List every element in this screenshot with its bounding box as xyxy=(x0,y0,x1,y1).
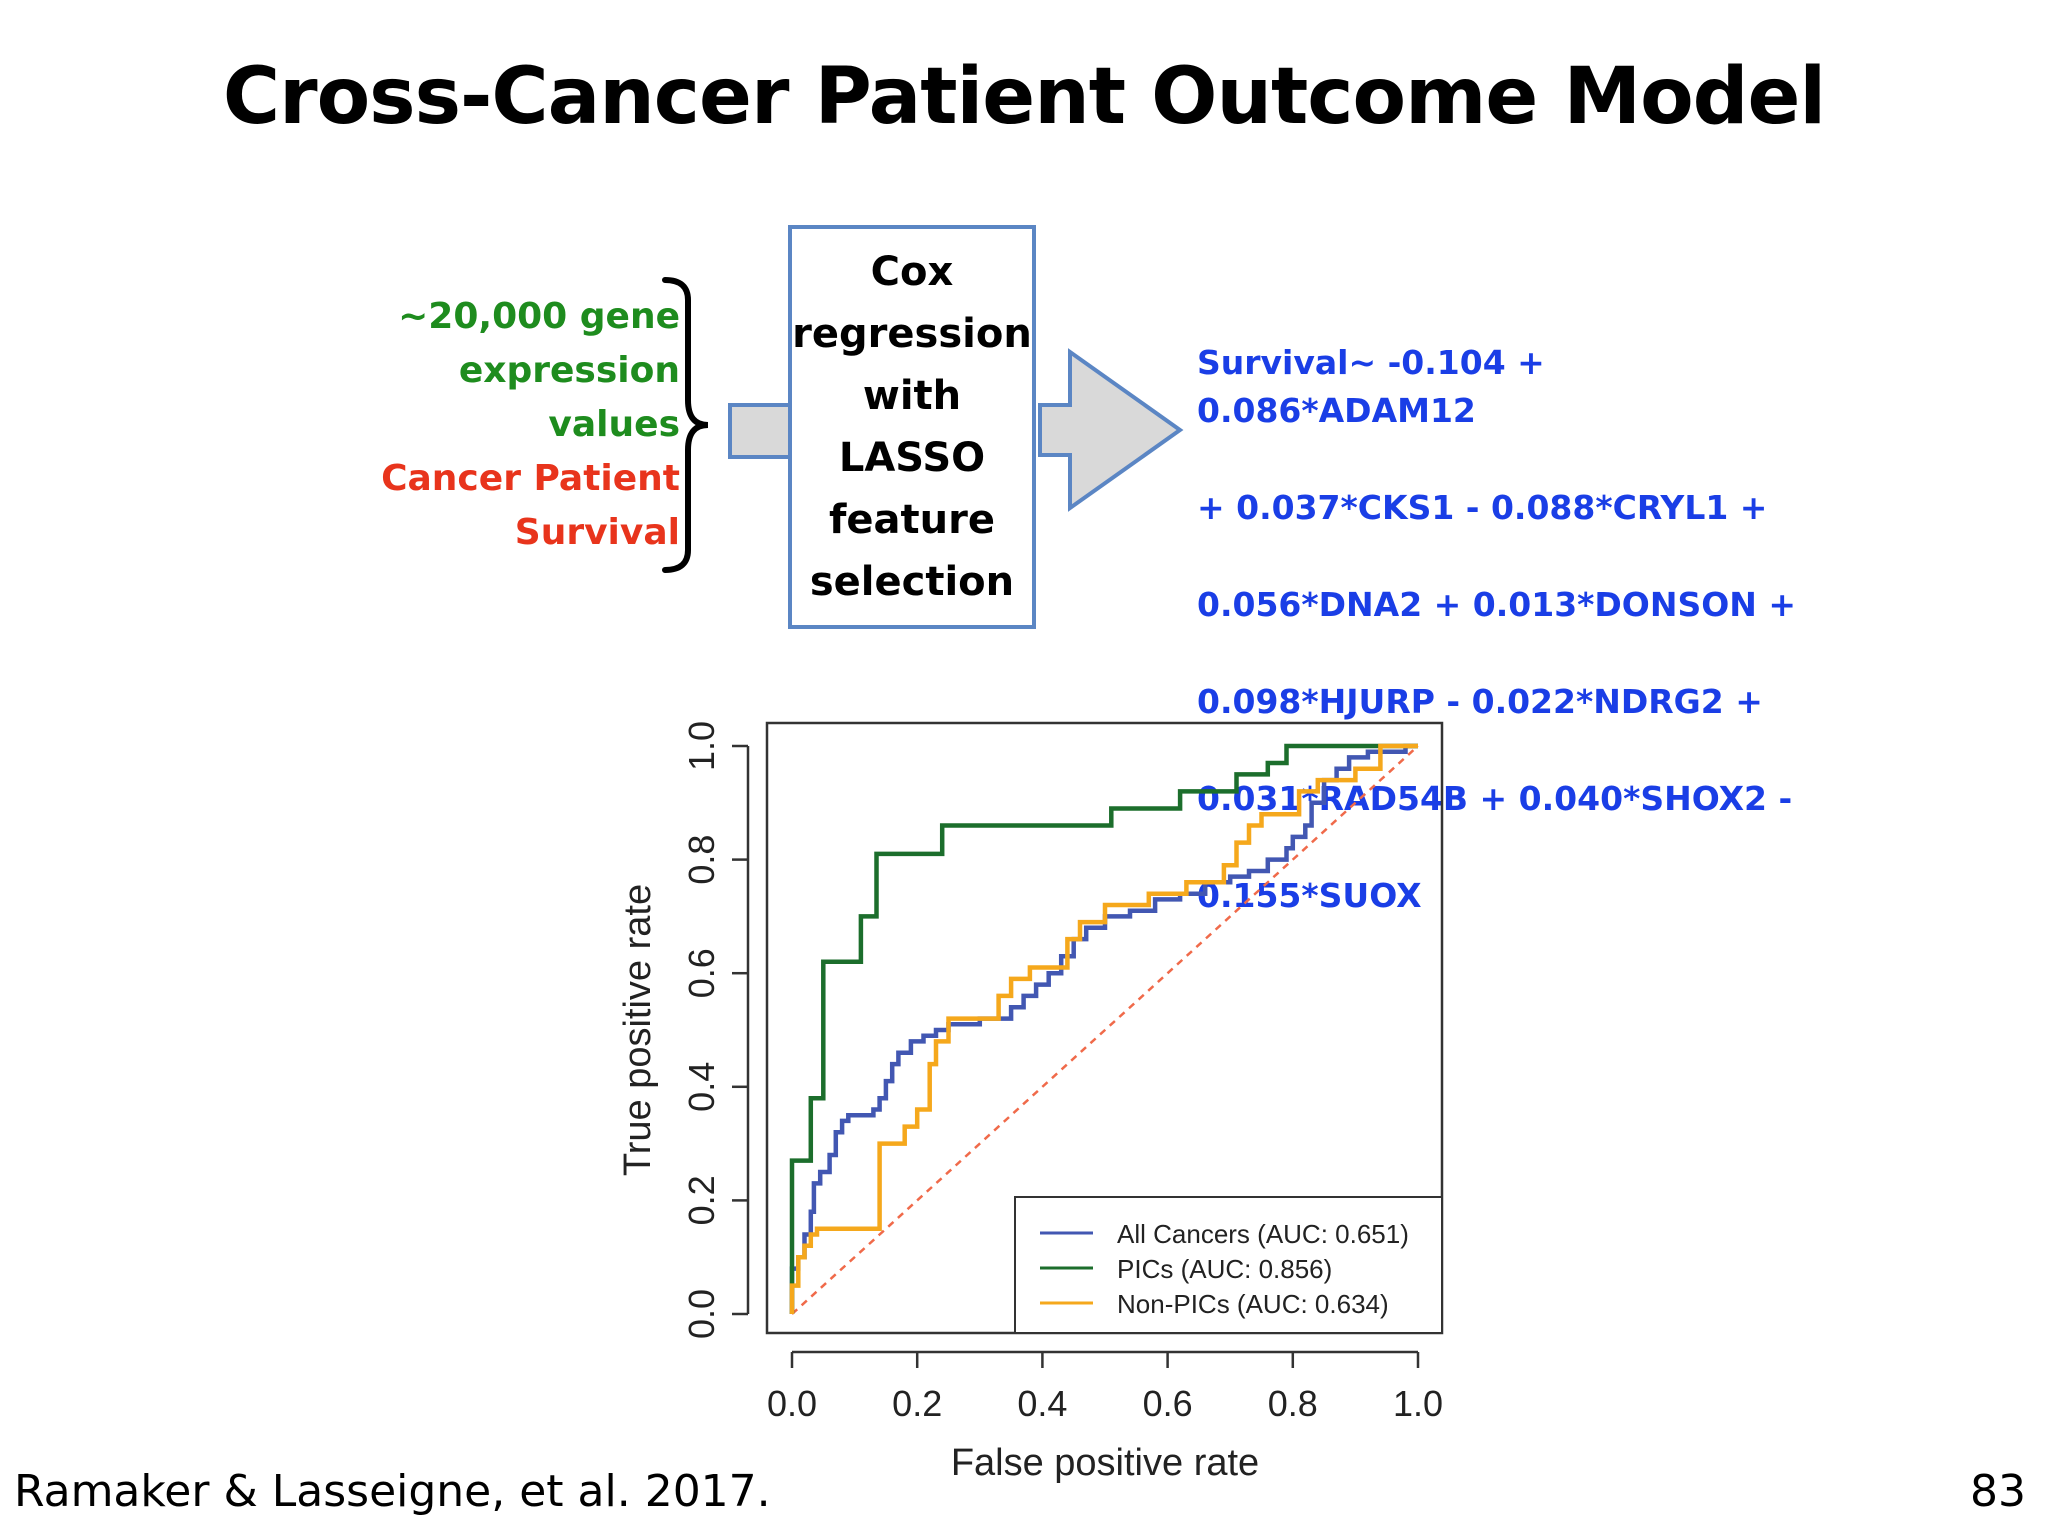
y-tick-label: 0.8 xyxy=(681,835,722,885)
x-tick-label: 0.8 xyxy=(1268,1383,1318,1424)
y-tick-label: 1.0 xyxy=(681,721,722,771)
method-line-4: LASSO xyxy=(838,435,986,481)
equation-line-2: + 0.037*CKS1 - 0.088*CRYL1 + xyxy=(1197,488,1768,527)
y-tick-label: 0.0 xyxy=(681,1289,722,1339)
equation-line-6: 0.155*SUOX xyxy=(1197,876,1422,915)
method-line-6: selection xyxy=(809,559,1015,605)
input-arrow xyxy=(728,403,794,459)
output-arrow-icon xyxy=(1038,348,1184,512)
x-tick-label: 1.0 xyxy=(1393,1383,1443,1424)
x-axis-label: False positive rate xyxy=(951,1442,1259,1484)
legend-label: Non-PICs (AUC: 0.634) xyxy=(1117,1289,1389,1319)
legend-label: All Cancers (AUC: 0.651) xyxy=(1117,1219,1409,1249)
inputs-line-5: Survival xyxy=(514,512,680,553)
method-box: Cox regression with LASSO feature select… xyxy=(788,225,1036,629)
roc-series-line-1 xyxy=(789,743,1418,1314)
citation: Ramaker & Lasseigne, et al. 2017. xyxy=(14,1466,771,1517)
inputs-line-2: expression xyxy=(458,350,680,391)
survival-equation: Survival~ -0.104 + 0.086*ADAM12 + 0.037*… xyxy=(1197,290,1817,969)
roc-series-line-3 xyxy=(789,743,1418,1314)
legend-label: PICs (AUC: 0.856) xyxy=(1117,1254,1332,1284)
method-line-5: feature xyxy=(829,497,995,543)
equation-line-3: 0.056*DNA2 + 0.013*DONSON + xyxy=(1197,585,1797,624)
y-tick-label: 0.4 xyxy=(681,1062,722,1112)
method-line-3: with xyxy=(862,373,962,419)
equation-line-1: Survival~ -0.104 + 0.086*ADAM12 xyxy=(1197,342,1545,431)
method-line-1: Cox xyxy=(870,249,954,295)
equation-line-4: 0.098*HJURP - 0.022*NDRG2 + xyxy=(1197,682,1763,721)
x-tick-label: 0.6 xyxy=(1143,1383,1193,1424)
inputs-line-1: ~20,000 gene xyxy=(398,296,680,337)
chance-diagonal-line xyxy=(791,745,1419,1315)
inputs-line-4: Cancer Patient xyxy=(381,458,680,499)
model-inputs: ~20,000 gene expression values Cancer Pa… xyxy=(381,290,680,560)
inputs-line-3: values xyxy=(548,404,680,445)
y-tick-label: 0.2 xyxy=(681,1175,722,1225)
roc-series-line-2 xyxy=(789,743,1418,1314)
legend-box xyxy=(1014,1196,1443,1334)
x-tick-label: 0.4 xyxy=(1017,1383,1067,1424)
y-tick-label: 0.6 xyxy=(681,948,722,998)
x-tick-label: 0.0 xyxy=(767,1383,817,1424)
x-tick-label: 0.2 xyxy=(892,1383,942,1424)
curly-brace xyxy=(662,277,709,573)
method-line-2: regression xyxy=(792,311,1032,357)
slide-number: 83 xyxy=(1970,1466,2026,1517)
y-axis-label: True positive rate xyxy=(617,884,659,1176)
equation-line-5: 0.031*RAD54B + 0.040*SHOX2 - xyxy=(1197,779,1793,818)
slide-title: Cross-Cancer Patient Outcome Model xyxy=(222,52,1826,142)
